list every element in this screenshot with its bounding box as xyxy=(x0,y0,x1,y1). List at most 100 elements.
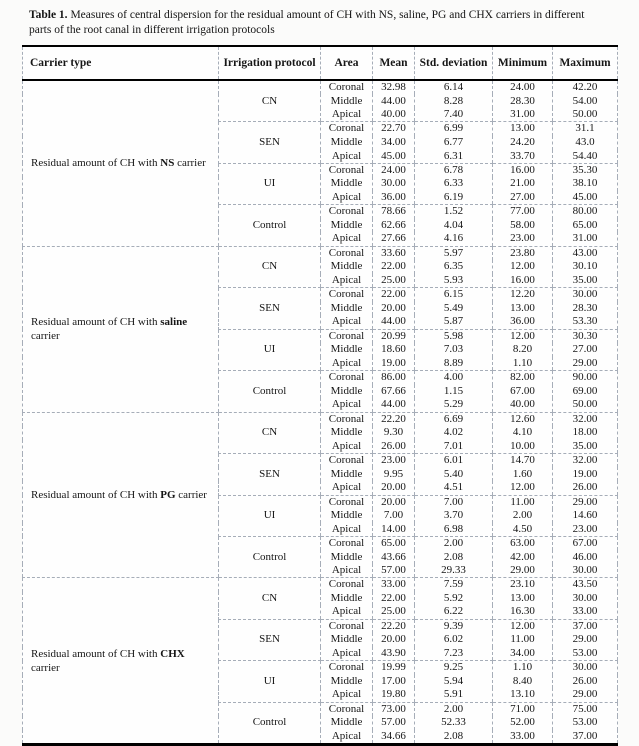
maximum-cell: 29.00 xyxy=(552,688,618,703)
minimum-cell: 21.00 xyxy=(492,177,553,191)
mean-cell: 33.00 xyxy=(372,577,415,592)
std-deviation-cell: 6.99 xyxy=(414,121,493,136)
mean-cell: 20.99 xyxy=(372,329,415,344)
minimum-cell: 58.00 xyxy=(492,218,553,233)
maximum-cell: 50.00 xyxy=(552,108,618,123)
table-row: Apical 19.80 5.91 13.10 29.00 xyxy=(23,688,618,703)
irrigation-protocol-cell: CN xyxy=(218,80,321,123)
maximum-cell: 42.20 xyxy=(552,80,618,95)
minimum-cell: 63.00 xyxy=(492,536,553,551)
mean-cell: 9.30 xyxy=(372,426,415,440)
std-deviation-cell: 6.19 xyxy=(414,190,493,206)
area-cell: Apical xyxy=(320,190,373,206)
mean-cell: 19.00 xyxy=(372,356,415,372)
mean-cell: 86.00 xyxy=(372,370,415,385)
table-row: Residual amount of CH with saline carrie… xyxy=(22,246,618,413)
minimum-cell: 23.10 xyxy=(492,577,553,592)
std-deviation-cell: 4.16 xyxy=(414,232,493,247)
area-cell: Coronal xyxy=(320,121,373,136)
std-deviation-cell: 6.31 xyxy=(414,149,493,164)
maximum-cell: 30.00 xyxy=(552,564,618,579)
std-deviation-cell: 7.03 xyxy=(414,343,493,357)
mean-cell: 22.20 xyxy=(372,619,415,634)
area-cell: Apical xyxy=(320,108,373,123)
area-cell: Middle xyxy=(320,94,373,109)
table-row: Middle 9.30 4.02 4.10 18.00 xyxy=(23,426,618,440)
maximum-cell: 54.40 xyxy=(552,149,618,164)
std-deviation-cell: 6.22 xyxy=(414,605,493,620)
column-header-carrier-type: Carrier type xyxy=(22,45,219,81)
mean-cell: 65.00 xyxy=(372,536,415,551)
area-cell: Apical xyxy=(320,398,373,413)
carrier-type-cell: Residual amount of CH with PG carrier xyxy=(22,412,219,579)
maximum-cell: 67.00 xyxy=(552,536,618,551)
area-cell: Middle xyxy=(320,674,373,689)
carrier-label-suffix: carrier xyxy=(175,489,207,502)
mean-cell: 43.66 xyxy=(372,550,415,565)
area-cell: Coronal xyxy=(320,412,373,427)
std-deviation-cell: 2.00 xyxy=(414,702,493,717)
area-cell: Middle xyxy=(320,260,373,274)
mean-cell: 32.98 xyxy=(372,80,415,95)
std-deviation-cell: 6.01 xyxy=(414,453,493,468)
column-header-area: Area xyxy=(320,45,373,81)
carrier-type-cell: Residual amount of CH with saline carrie… xyxy=(22,246,219,413)
mean-cell: 30.00 xyxy=(372,177,415,191)
minimum-cell: 16.30 xyxy=(492,605,553,620)
area-cell: Middle xyxy=(320,301,373,316)
std-deviation-cell: 4.51 xyxy=(414,481,493,496)
maximum-cell: 29.00 xyxy=(552,495,618,509)
irrigation-protocol-cell: UI xyxy=(218,660,321,703)
minimum-cell: 40.00 xyxy=(492,398,553,413)
mean-cell: 34.00 xyxy=(372,135,415,150)
table-row: UI Coronal 24.00 6.78 16.00 35.30 xyxy=(23,163,618,206)
maximum-cell: 53.30 xyxy=(552,315,618,330)
std-deviation-cell: 5.29 xyxy=(414,398,493,413)
table-row: Apical 57.00 29.33 29.00 30.00 xyxy=(23,564,618,579)
central-dispersion-table: Carrier type Irrigation protocol Area Me… xyxy=(22,45,618,746)
minimum-cell: 13.00 xyxy=(492,301,553,316)
minimum-cell: 12.00 xyxy=(492,329,553,344)
std-deviation-cell: 5.92 xyxy=(414,591,493,606)
maximum-cell: 31.00 xyxy=(552,232,618,247)
mean-cell: 44.00 xyxy=(372,315,415,330)
maximum-cell: 80.00 xyxy=(552,204,618,219)
area-cell: Middle xyxy=(320,384,373,399)
maximum-cell: 26.00 xyxy=(552,674,618,689)
minimum-cell: 14.70 xyxy=(492,453,553,468)
table-row: Middle 17.00 5.94 8.40 26.00 xyxy=(23,674,618,689)
maximum-cell: 30.10 xyxy=(552,260,618,274)
area-cell: Coronal xyxy=(320,163,373,178)
maximum-cell: 26.00 xyxy=(552,481,618,496)
area-cell: Coronal xyxy=(320,702,373,717)
area-cell: Middle xyxy=(320,716,373,730)
area-cell: Coronal xyxy=(320,329,373,344)
maximum-cell: 31.1 xyxy=(552,121,618,136)
minimum-cell: 12.00 xyxy=(492,481,553,496)
table-row: Apical 45.00 6.31 33.70 54.40 xyxy=(23,149,618,164)
minimum-cell: 31.00 xyxy=(492,108,553,123)
table-row: Apical 36.00 6.19 27.00 45.00 xyxy=(23,190,618,206)
table-row: UI Coronal 20.00 7.00 11.00 29.00 xyxy=(23,495,618,537)
maximum-cell: 32.00 xyxy=(552,453,618,468)
irrigation-protocol-cell: CN xyxy=(218,577,321,620)
std-deviation-cell: 5.98 xyxy=(414,329,493,344)
table-row: Apical 44.00 5.29 40.00 50.00 xyxy=(23,398,618,413)
irrigation-protocol-cell: CN xyxy=(218,412,321,455)
maximum-cell: 28.30 xyxy=(552,301,618,316)
std-deviation-cell: 6.35 xyxy=(414,260,493,274)
table-row: Middle 22.00 6.35 12.00 30.10 xyxy=(23,260,618,274)
table-row: Apical 14.00 6.98 4.50 23.00 xyxy=(23,522,618,537)
mean-cell: 45.00 xyxy=(372,149,415,164)
std-deviation-cell: 9.39 xyxy=(414,619,493,634)
maximum-cell: 65.00 xyxy=(552,218,618,233)
mean-cell: 57.00 xyxy=(372,564,415,579)
minimum-cell: 8.40 xyxy=(492,674,553,689)
std-deviation-cell: 7.01 xyxy=(414,439,493,455)
area-cell: Middle xyxy=(320,426,373,440)
maximum-cell: 43.00 xyxy=(552,246,618,261)
carrier-label-prefix: Residual amount of CH with xyxy=(31,647,161,660)
mean-cell: 40.00 xyxy=(372,108,415,123)
maximum-cell: 37.00 xyxy=(552,729,618,746)
minimum-cell: 12.00 xyxy=(492,619,553,634)
